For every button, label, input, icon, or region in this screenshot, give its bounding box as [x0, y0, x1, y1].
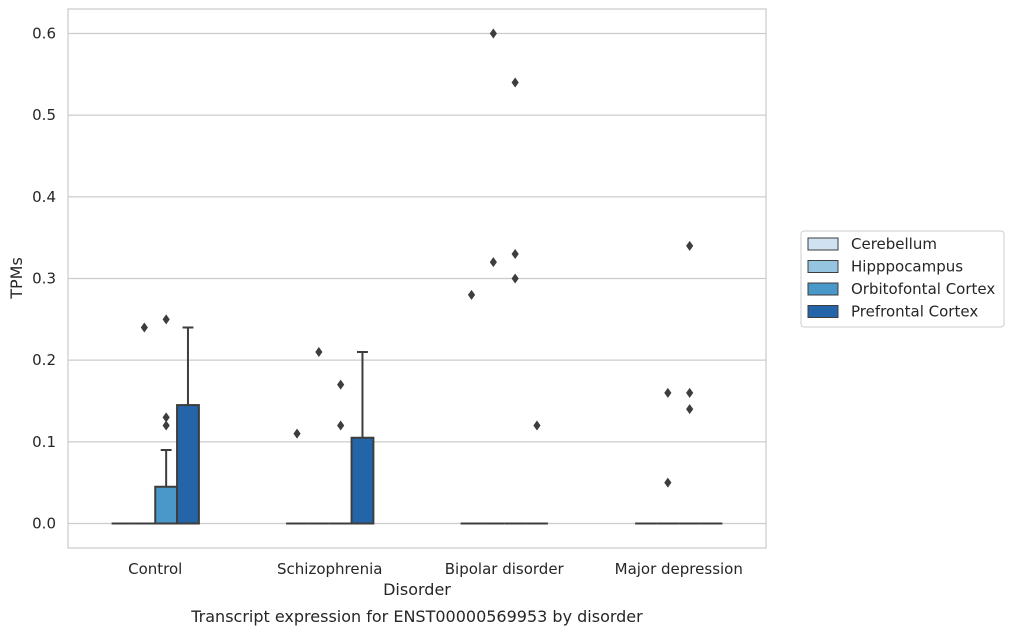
x-tick-labels: Control Schizophrenia Bipolar disorder Majo…	[128, 560, 743, 578]
box-body	[350, 436, 375, 525]
x-tick-label: Control	[128, 560, 182, 578]
y-tick-label: 0.0	[32, 515, 56, 533]
outlier-point	[337, 379, 345, 390]
y-tick-label: 0.2	[32, 351, 56, 369]
outlier-point	[162, 420, 170, 431]
outlier-point	[511, 249, 519, 259]
legend: Cerebellum Hipppocampus Orbitofontal Corte…	[800, 230, 1005, 328]
x-tick-label: Major depression	[615, 560, 743, 578]
legend-swatch	[807, 305, 839, 318]
outlier-point	[686, 240, 694, 251]
legend-swatch	[807, 237, 839, 251]
y-tick-label: 0.4	[32, 188, 56, 206]
legend-item: Orbitofontal Cortex	[807, 280, 995, 298]
outlier-point	[511, 77, 519, 88]
legend-item: Prefrontal Cortex	[807, 303, 978, 321]
y-tick-label: 0.1	[32, 433, 56, 451]
box-prefrontal-cortex	[350, 351, 375, 525]
outlier-point	[315, 347, 323, 357]
outlier-point	[489, 28, 497, 39]
box-prefrontal-cortex	[176, 326, 200, 525]
legend-item: Hipppocampus	[807, 258, 963, 276]
outlier-point	[162, 412, 170, 423]
legend-label: Hipppocampus	[851, 258, 963, 276]
outlier-point	[293, 428, 301, 439]
outlier-point	[467, 289, 476, 300]
outlier-point	[686, 404, 694, 415]
x-tick-label: Schizophrenia	[277, 560, 382, 578]
x-axis-label: Disorder	[383, 580, 451, 599]
outlier-point	[337, 420, 345, 431]
y-tick-labels: 0.0 0.1 0.2 0.3 0.4 0.5 0.6	[32, 25, 56, 533]
y-axis-label: TPMs	[7, 257, 26, 300]
x-tick-label: Bipolar disorder	[445, 560, 565, 578]
y-tick-label: 0.6	[32, 25, 56, 43]
legend-label: Cerebellum	[851, 235, 937, 253]
outliers	[140, 28, 694, 488]
y-tick-label: 0.3	[32, 270, 56, 288]
outlier-point	[140, 322, 148, 333]
outlier-point	[511, 273, 519, 284]
outlier-point	[664, 477, 672, 488]
legend-swatch	[807, 260, 839, 273]
boxes	[111, 326, 723, 525]
legend-frame	[800, 230, 1005, 328]
outlier-point	[686, 387, 694, 398]
outlier-point	[489, 257, 497, 268]
outlier-point	[533, 420, 541, 431]
legend-label: Orbitofontal Cortex	[851, 280, 995, 298]
box-body	[176, 404, 200, 525]
outlier-point	[162, 314, 170, 325]
legend-item: Cerebellum	[807, 235, 937, 253]
outlier-point	[664, 387, 672, 398]
box-orbitofontal-cortex	[154, 449, 179, 525]
plot-frame	[67, 8, 767, 549]
grid-lines	[68, 32, 766, 525]
legend-swatch	[807, 282, 839, 296]
chart-title: Transcript expression for ENST0000056995…	[190, 607, 643, 626]
legend-label: Prefrontal Cortex	[851, 303, 978, 321]
box-body	[154, 485, 179, 525]
y-tick-label: 0.5	[32, 106, 56, 124]
